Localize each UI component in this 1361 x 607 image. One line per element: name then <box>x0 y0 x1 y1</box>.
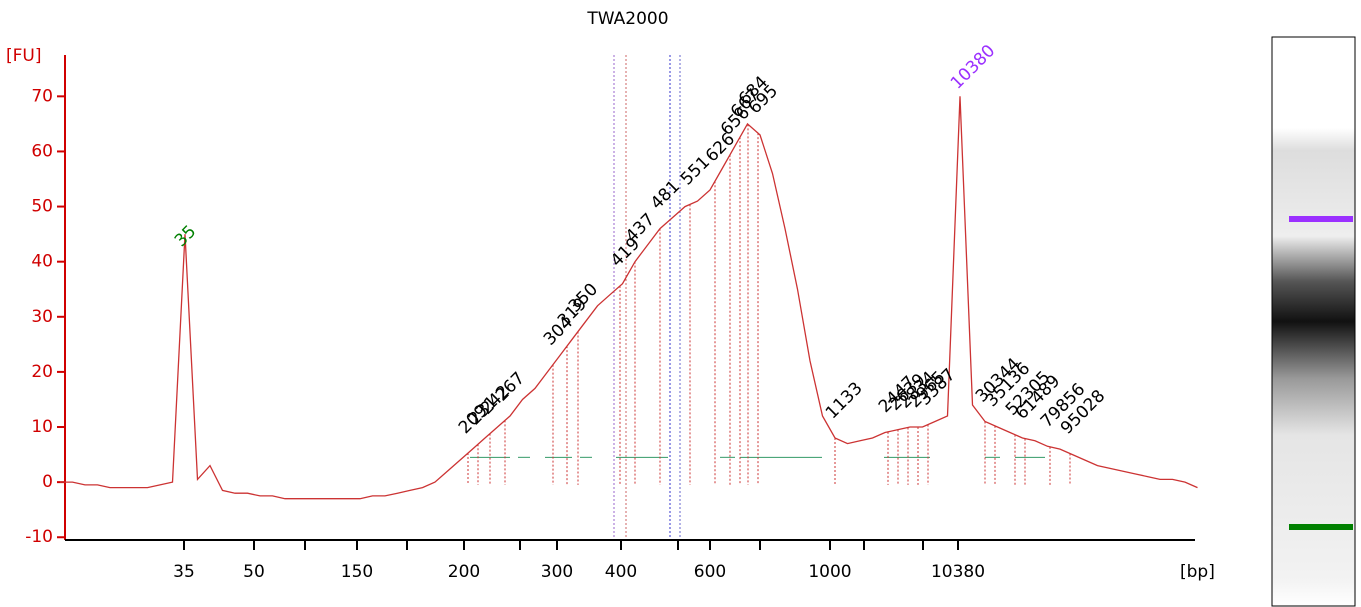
x-tick-label: 400 <box>605 562 637 582</box>
gel-lane <box>1271 36 1356 607</box>
peak-label: 10380 <box>947 41 999 93</box>
y-tick-label: 40 <box>31 252 53 272</box>
y-tick-label: -10 <box>25 527 53 547</box>
y-tick-label: 0 <box>42 472 53 492</box>
y-tick-label: 70 <box>31 86 53 106</box>
peak-label: 481 <box>647 177 684 214</box>
y-tick-label: 60 <box>31 141 53 161</box>
lower-marker-band <box>1289 524 1353 530</box>
x-tick-label: 35 <box>173 562 195 582</box>
x-tick-label: 1000 <box>808 562 851 582</box>
x-tick-label: 600 <box>694 562 726 582</box>
x-tick-label: 200 <box>448 562 480 582</box>
peak-label: 1133 <box>822 378 867 423</box>
x-tick-label: 10380 <box>931 562 985 582</box>
region-markers <box>613 55 681 540</box>
x-tick-label: 150 <box>341 562 373 582</box>
peak-label: 35 <box>171 222 200 251</box>
x-axis-label: [bp] <box>1180 562 1215 582</box>
y-tick-label: 30 <box>31 307 53 327</box>
x-tick-label: 300 <box>541 562 573 582</box>
y-tick-label: 50 <box>31 197 53 217</box>
x-tick-label: 50 <box>243 562 265 582</box>
peak-lines <box>467 124 1071 485</box>
chart-title: TWA2000 <box>586 9 668 29</box>
y-tick-label: 20 <box>31 362 53 382</box>
trace <box>60 96 1198 500</box>
upper-marker-band <box>1289 216 1353 222</box>
y-tick-label: 10 <box>31 417 53 437</box>
y-axis-label: [FU] <box>6 46 42 66</box>
